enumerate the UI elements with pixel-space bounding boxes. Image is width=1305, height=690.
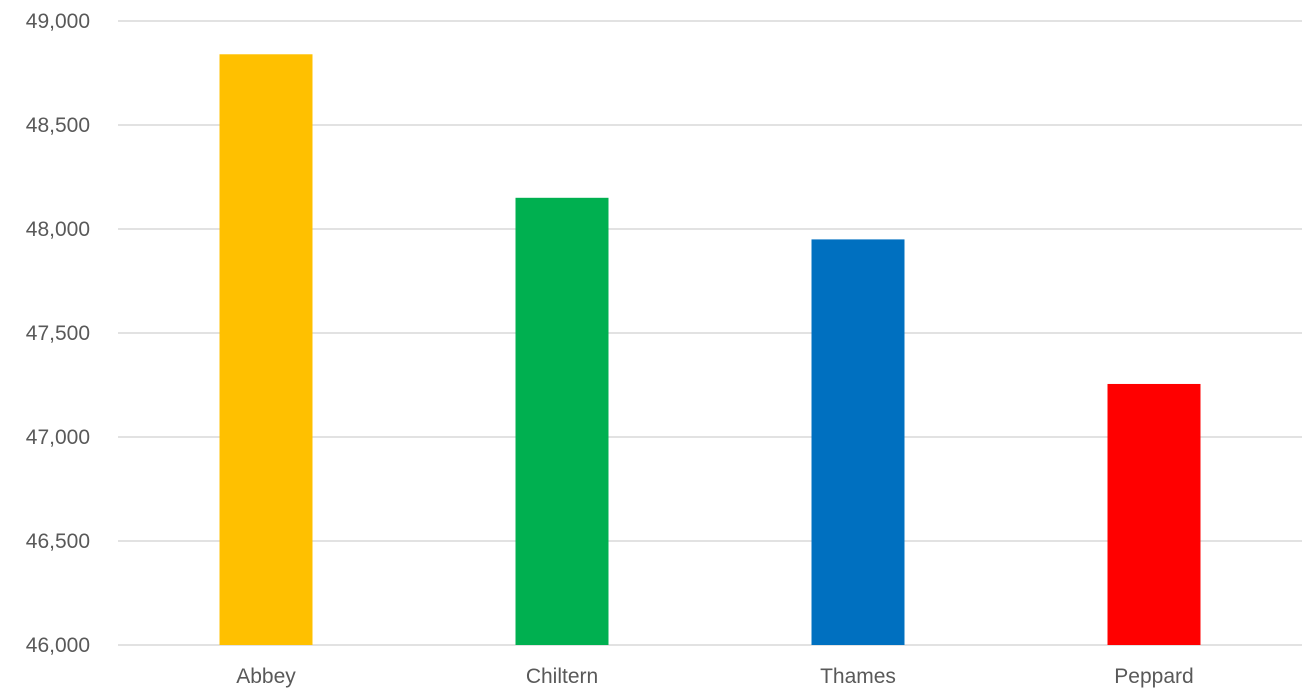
bar-thames [811,239,905,645]
bars [219,54,1201,646]
y-tick-label: 47,500 [26,322,90,345]
y-tick-label: 49,000 [26,10,90,33]
y-tick-label: 47,000 [26,426,90,449]
gridlines [118,20,1302,646]
y-tick-label: 48,500 [26,114,90,137]
bar-chiltern [515,197,609,646]
y-axis-tick-labels: 46,000 46,500 47,000 47,500 48,000 48,500 49,0… [26,10,90,657]
bar-peppard [1107,383,1201,645]
x-category-label: Chiltern [526,665,598,688]
x-category-label: Thames [820,665,896,688]
x-category-label: Abbey [236,665,296,688]
x-category-label: Peppard [1114,665,1193,688]
y-tick-label: 48,000 [26,218,90,241]
y-tick-label: 46,000 [26,634,90,657]
y-tick-label: 46,500 [26,530,90,553]
x-axis-category-labels: Abbey Chiltern Thames Peppard [236,665,1193,688]
bar-abbey [219,54,313,645]
